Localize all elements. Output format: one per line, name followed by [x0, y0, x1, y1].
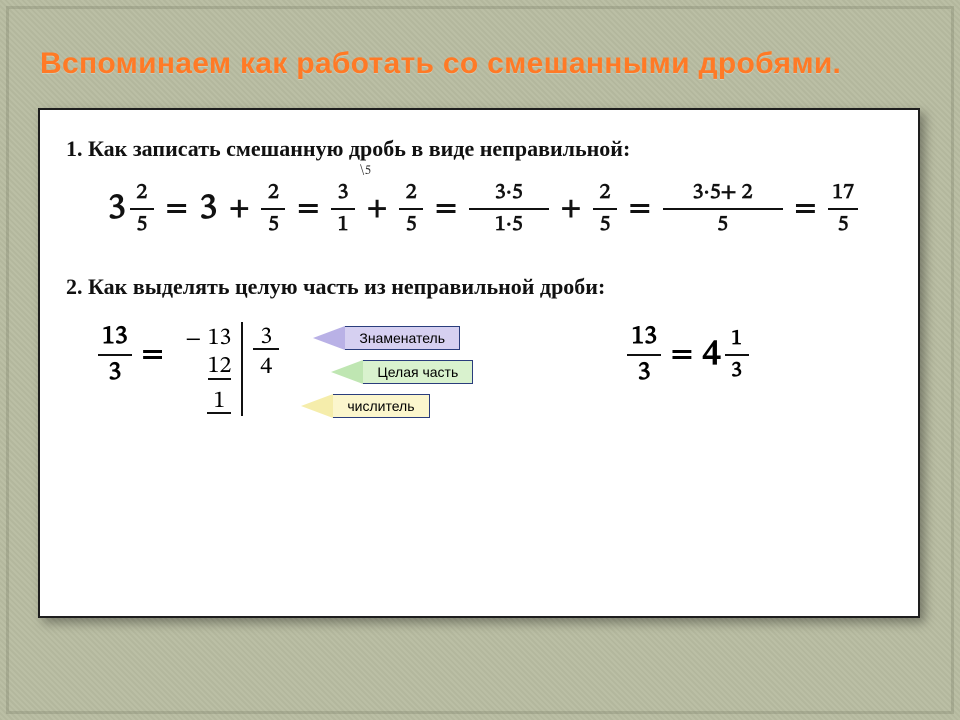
rhs-frac: 1 3: [725, 326, 749, 384]
ld-left-col: − 13 12 1: [189, 322, 243, 416]
frac-den: 5: [713, 212, 732, 238]
result-frac: 17 5: [828, 180, 858, 238]
frac-num: 2: [264, 180, 283, 206]
fraction-bar: [627, 354, 661, 356]
step-frac: 2 5: [261, 180, 285, 238]
equals-sign: =: [166, 190, 188, 228]
fraction-bar: [663, 208, 783, 210]
fraction-bar: [331, 208, 355, 210]
fraction-bar: [725, 354, 749, 356]
equals-sign: =: [671, 336, 693, 374]
fraction-bar: [469, 208, 549, 210]
frac-num: 13: [98, 322, 132, 352]
fraction-bar: [593, 208, 617, 210]
frac-den: 5: [596, 212, 615, 238]
content-panel: 1. Как записать смешанную дробь в виде н…: [38, 108, 920, 618]
mixed-frac: 2 5: [130, 180, 154, 238]
plus-sign: +: [229, 192, 249, 227]
equals-sign: =: [435, 190, 457, 228]
fraction-bar: [98, 354, 132, 356]
frac-den: 1: [334, 212, 353, 238]
ld-quotient: 4: [253, 350, 279, 378]
arrow-left-icon: [301, 394, 333, 418]
callout-label: Целая часть: [363, 360, 473, 384]
two-fifths: 2 5: [399, 180, 423, 238]
step-whole: 3: [199, 187, 217, 232]
three-over-one: 3 1: [331, 180, 355, 238]
plus-sign: +: [561, 192, 581, 227]
frac-den: 5: [834, 212, 853, 238]
callouts: Знаменатель Целая часть числитель: [313, 320, 541, 424]
frac-den: 3: [727, 358, 746, 384]
frac-num: 1: [727, 326, 746, 352]
rhs-mixed: 4 1 3: [703, 326, 749, 384]
division-block: 13 3 = − 13 12 1 3 4: [62, 322, 896, 424]
plus-sign: +: [367, 192, 387, 227]
frac-num: 2: [402, 180, 421, 206]
lhs-fraction: 13 3 =: [98, 322, 163, 388]
mixed-number: 3 2 5: [108, 180, 154, 238]
frac-den: 1·5: [491, 212, 527, 238]
equals-sign: =: [795, 190, 817, 228]
equals-sign: =: [297, 190, 319, 228]
equation-1: 3 2 5 = 3 + 2 5 = \5 3: [62, 180, 896, 238]
minus-sign: −: [185, 326, 201, 354]
slide: Вспоминаем как работать со смешанными др…: [0, 0, 960, 720]
frac-sum: 3·5+ 2 5: [663, 180, 783, 238]
equals-sign: =: [142, 336, 164, 374]
callout-wholepart: Целая часть: [331, 356, 541, 388]
callout-label: Знаменатель: [345, 326, 460, 350]
frac-num: 3: [334, 180, 353, 206]
frac-den: 3: [634, 358, 655, 388]
rhs-whole: 4: [703, 333, 721, 378]
ld-remainder: 1: [207, 380, 231, 414]
ld-dividend: 13: [208, 324, 232, 352]
frac-den: 3: [104, 358, 125, 388]
arrow-left-icon: [331, 360, 363, 384]
frac-3x5-over-1x5: 3·5 1·5: [469, 180, 549, 238]
fraction-bar: [828, 208, 858, 210]
mixed-den: 5: [132, 212, 151, 238]
ld-divisor: 3: [253, 324, 279, 350]
fraction-bar: [130, 208, 154, 210]
frac-num: 13: [627, 322, 661, 352]
fraction-bar: [399, 208, 423, 210]
frac-den: 5: [402, 212, 421, 238]
frac-num: 2: [596, 180, 615, 206]
mixed-num: 2: [132, 180, 151, 206]
slide-title: Вспоминаем как работать со смешанными др…: [40, 46, 922, 82]
two-fifths-b: 2 5: [593, 180, 617, 238]
mixed-whole: 3: [108, 187, 126, 232]
callout-label: числитель: [333, 394, 429, 418]
rhs-equation: 13 3 = 4 1 3: [627, 322, 748, 388]
frac-num: 3·5+ 2: [689, 180, 757, 206]
callout-numerator: числитель: [301, 390, 491, 422]
frac-den: 5: [264, 212, 283, 238]
item-2-label: 2. Как выделять целую часть из неправиль…: [66, 274, 896, 300]
arrow-left-icon: [313, 326, 345, 350]
equals-sign: =: [629, 190, 651, 228]
callout-denominator: Знаменатель: [313, 322, 523, 354]
frac-num: 17: [828, 180, 858, 206]
long-division: − 13 12 1 3 4: [189, 322, 279, 416]
ld-subtrahend: 12: [208, 352, 232, 380]
item-1-label: 1. Как записать смешанную дробь в виде н…: [66, 136, 896, 162]
fraction-bar: [261, 208, 285, 210]
ld-right-col: 3 4: [243, 322, 279, 378]
frac-num: 3·5: [491, 180, 527, 206]
times5-annotation: \5: [360, 164, 371, 180]
